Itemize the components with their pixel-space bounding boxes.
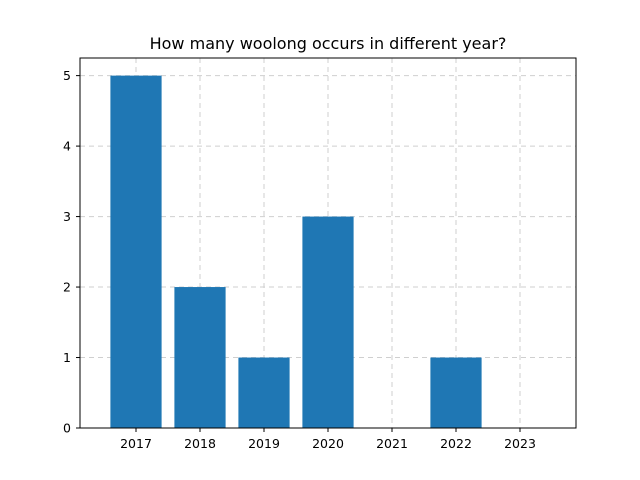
- bar-2019: [238, 357, 290, 428]
- x-tick-label-2021: 2021: [376, 436, 408, 451]
- x-tick-label-2017: 2017: [120, 436, 152, 451]
- bar-2020: [302, 216, 354, 428]
- y-tick-label: 4: [63, 139, 71, 154]
- y-axis-ticks: 0 1 2 3 4 5: [63, 68, 80, 436]
- chart-title: How many woolong occurs in different yea…: [150, 34, 507, 53]
- x-tick-label-2022: 2022: [440, 436, 472, 451]
- bar-2022: [430, 357, 482, 428]
- y-tick-label: 1: [63, 350, 71, 365]
- y-tick-label: 3: [63, 209, 71, 224]
- bar-2018: [174, 287, 226, 428]
- bar-2017: [110, 75, 162, 428]
- x-tick-label-2020: 2020: [312, 436, 344, 451]
- x-tick-label-2023: 2023: [504, 436, 536, 451]
- bars: [110, 75, 482, 428]
- y-tick-label: 0: [63, 421, 71, 436]
- x-tick-label-2019: 2019: [248, 436, 280, 451]
- x-axis-ticks: 2017 2018 2019 2020 2021 2022 2023: [120, 428, 536, 451]
- y-tick-label: 5: [63, 68, 71, 83]
- y-tick-label: 2: [63, 280, 71, 295]
- x-tick-label-2018: 2018: [184, 436, 216, 451]
